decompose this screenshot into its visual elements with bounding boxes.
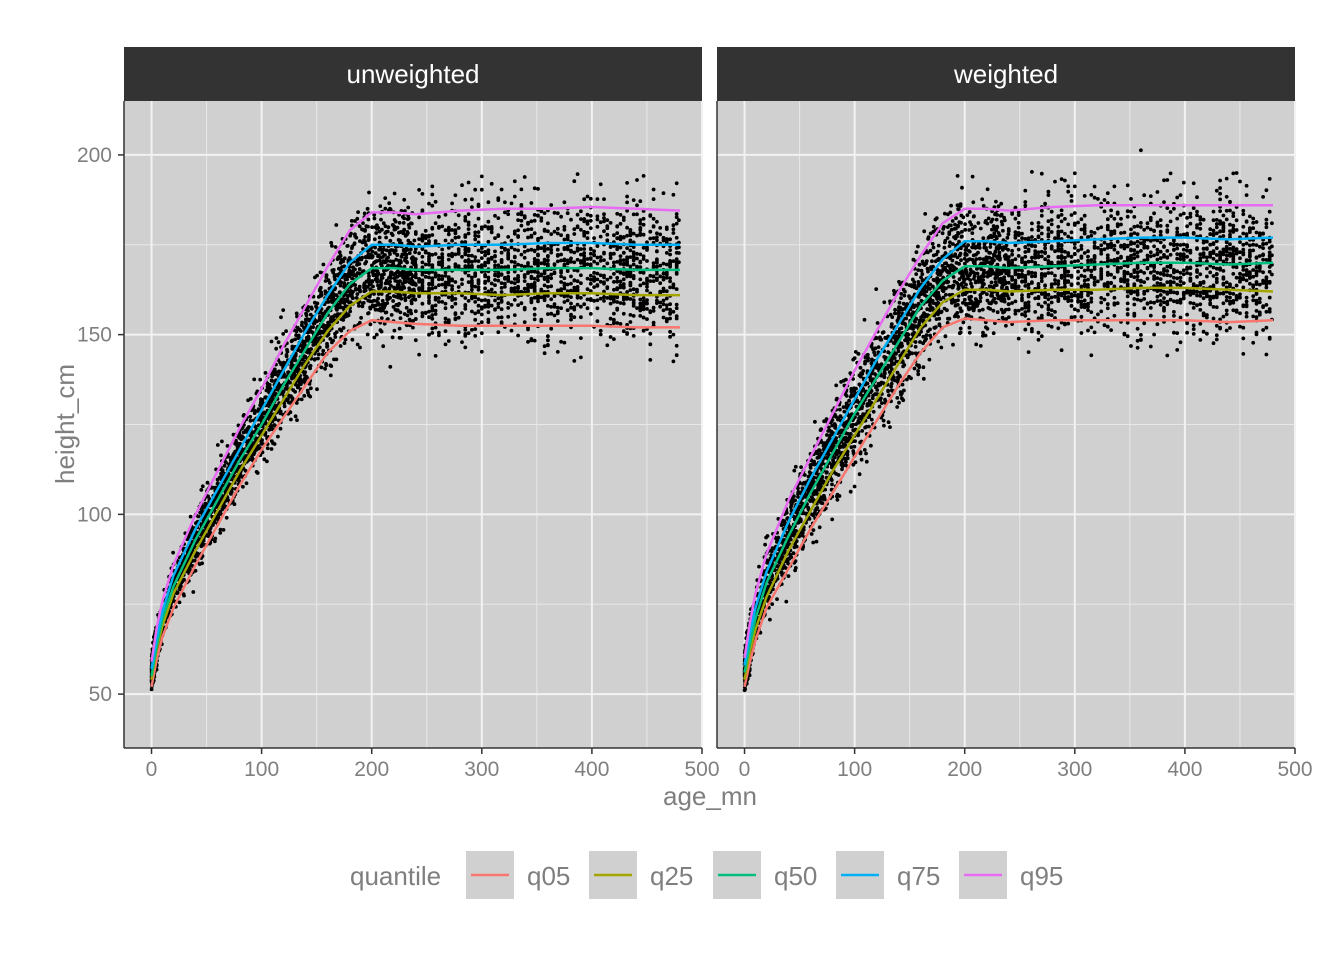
legend-label: q05 xyxy=(527,861,570,891)
y-tick-label: 100 xyxy=(77,503,112,526)
strip-label: unweighted xyxy=(347,59,480,89)
quantile-line-q05 xyxy=(743,317,1274,688)
x-tick-label: 200 xyxy=(947,758,982,781)
x-tick-label: 300 xyxy=(1057,758,1092,781)
quantile-line-q50 xyxy=(743,261,1274,673)
legend-entry-q25: q25 xyxy=(589,851,693,899)
legend-label: q95 xyxy=(1020,861,1063,891)
x-tick-label: 300 xyxy=(464,758,499,781)
legend-title: quantile xyxy=(350,861,441,891)
legend-label: q50 xyxy=(774,861,817,891)
x-tick-label: 0 xyxy=(739,758,751,781)
legend-entry-q05: q05 xyxy=(466,851,570,899)
x-tick-label: 0 xyxy=(146,758,158,781)
quantile-line-q05 xyxy=(150,319,680,688)
x-tick-label: 200 xyxy=(354,758,389,781)
quantile-line-q50 xyxy=(150,266,680,677)
quantile-line-q75 xyxy=(743,236,1274,666)
y-axis-title: height_cm xyxy=(50,364,80,484)
x-tick-label: 100 xyxy=(244,758,279,781)
y-tick-label: 150 xyxy=(77,324,112,347)
grid-lines xyxy=(717,101,1296,748)
panel-unweighted: unweighted 0 100 200 300 400 500 50 100 150 200 xyxy=(77,47,720,781)
y-tick-label: 200 xyxy=(77,144,112,167)
x-tick-label: 400 xyxy=(574,758,609,781)
legend-entry-q75: q75 xyxy=(836,851,940,899)
legend-keys: q05 q25 q50 q75 q95 xyxy=(466,851,1063,899)
quantile-line-q25 xyxy=(150,290,680,680)
panel-weighted: weighted 0 100 200 300 400 500 xyxy=(716,47,1313,781)
x-tick-label: 100 xyxy=(837,758,872,781)
legend-entry-q95: q95 xyxy=(959,851,1063,899)
quantile-line-q95 xyxy=(150,205,681,662)
legend-label: q75 xyxy=(897,861,940,891)
legend: quantile q05 q25 q50 q75 q95 xyxy=(350,851,1063,899)
strip-background xyxy=(717,47,1295,101)
legend-label: q25 xyxy=(650,861,693,891)
y-tick-label: 50 xyxy=(89,683,112,706)
x-tick-label: 500 xyxy=(684,758,719,781)
scatter-points xyxy=(742,148,1274,693)
quantile-line-q95 xyxy=(743,203,1273,659)
x-tick-label: 400 xyxy=(1167,758,1202,781)
strip-background xyxy=(124,47,702,101)
x-tick-label: 500 xyxy=(1277,758,1312,781)
quantile-line-q25 xyxy=(743,286,1274,680)
strip-label: weighted xyxy=(953,59,1058,89)
legend-entry-q50: q50 xyxy=(713,851,817,899)
x-axis-title: age_mn xyxy=(663,781,757,811)
quantile-line-q75 xyxy=(150,241,680,670)
